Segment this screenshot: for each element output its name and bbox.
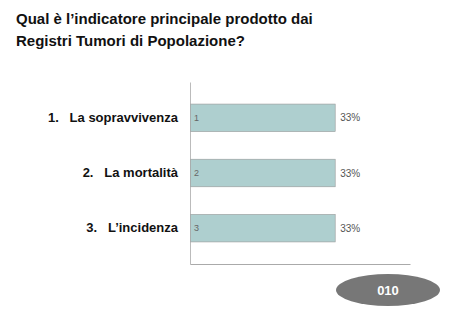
y-axis-line xyxy=(190,83,191,265)
bars xyxy=(190,104,335,242)
plot: 1. La sopravvivenza 2. La mortalità 3. L’i… xyxy=(48,83,411,265)
bar xyxy=(190,214,335,242)
badge xyxy=(336,274,440,306)
y-axis: 1. La sopravvivenza 2. La mortalità 3. L’i… xyxy=(48,83,191,265)
data-labels: 33% 33% 33% xyxy=(340,112,360,233)
title: Qual è l’indicatore principale prodotto … xyxy=(16,10,313,27)
y-tick-label: 2. La mortalità xyxy=(83,165,179,180)
chart: Qual è l’indicatore principale prodotto … xyxy=(0,0,450,312)
bar-number: 3 xyxy=(194,223,199,233)
bar xyxy=(190,159,335,187)
y-tick-label: 1. La sopravvivenza xyxy=(48,110,179,125)
bar-number: 1 xyxy=(194,113,199,123)
badge-text: 010 xyxy=(377,283,399,298)
x-axis-line xyxy=(191,264,411,265)
bar-number: 2 xyxy=(194,168,199,178)
y-tick: 2. La mortalità xyxy=(83,165,179,180)
annotations: 1 2 3 010 xyxy=(194,113,440,306)
subtitle: Registri Tumori di Popolazione? xyxy=(16,32,245,49)
x-axis xyxy=(191,264,411,265)
data-label: 33% xyxy=(340,112,360,123)
data-label: 33% xyxy=(340,168,360,179)
y-tick-label: 3. L’incidenza xyxy=(86,220,179,235)
y-tick: 1. La sopravvivenza xyxy=(48,110,179,125)
data-label: 33% xyxy=(340,223,360,234)
y-tick: 3. L’incidenza xyxy=(86,220,179,235)
bar xyxy=(190,104,335,132)
